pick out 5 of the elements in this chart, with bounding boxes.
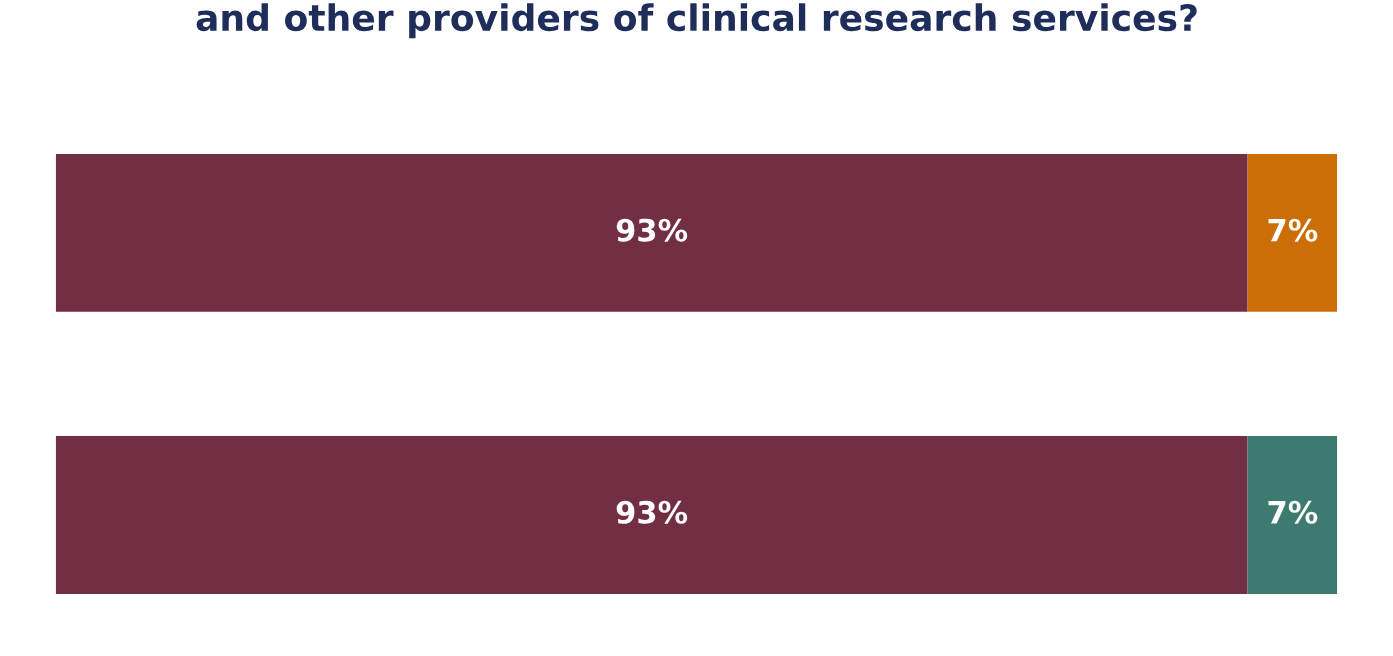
data-label: 93% [616,500,688,524]
chart-title: and other providers of clinical research services? [196,3,1197,39]
data-label: 7% [1268,500,1318,524]
data-label: 7% [1268,218,1318,242]
data-label: 93% [616,218,688,242]
